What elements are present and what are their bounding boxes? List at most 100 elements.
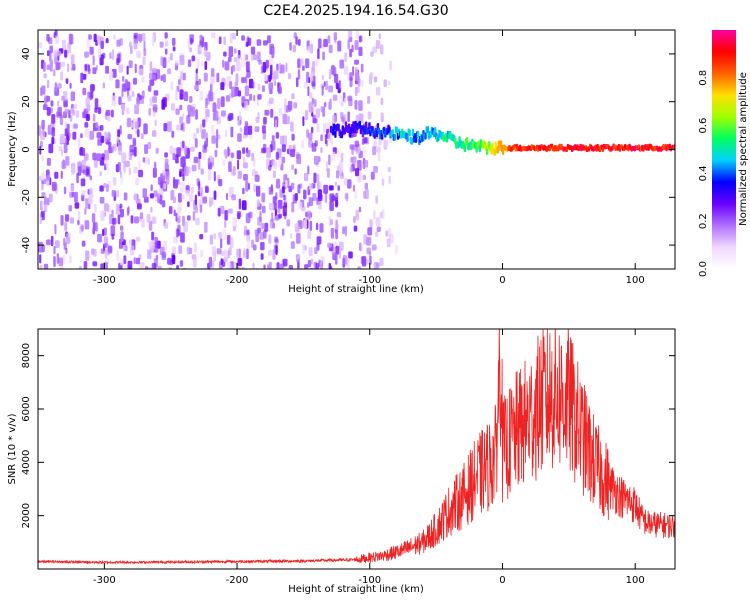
spectrogram-noise-cell: [355, 114, 359, 123]
spectrogram-signal-cell: [368, 122, 371, 130]
spectrogram-noise-cell: [164, 158, 169, 165]
spectrogram-noise-cell: [292, 44, 296, 53]
spectrogram-noise-cell: [41, 85, 46, 95]
spectrogram-noise-cell: [171, 255, 176, 262]
spectrogram-noise-cell: [133, 139, 137, 146]
spectrogram-noise-cell: [172, 153, 176, 161]
spectrogram-noise-cell: [189, 47, 192, 53]
spectrogram-noise-cell: [80, 72, 84, 84]
spectrogram-noise-cell: [257, 94, 262, 100]
spectrogram-noise-cell: [310, 73, 314, 82]
spectrogram-noise-cell: [381, 178, 385, 186]
spectrogram-noise-cell: [69, 217, 75, 224]
spectrogram-noise-cell: [84, 220, 90, 230]
spectrogram-noise-cell: [234, 57, 237, 63]
spectrogram-noise-cell: [252, 169, 256, 176]
spectrogram-noise-cell: [86, 104, 91, 112]
spectrogram-noise-cell: [187, 59, 192, 67]
spectrogram-noise-cell: [75, 110, 80, 118]
spectrogram-noise-cell: [254, 126, 260, 132]
spectrogram-noise-cell: [377, 152, 381, 162]
spectrogram-noise-cell: [168, 206, 173, 214]
spectrogram-noise-cell: [293, 102, 298, 109]
spectrogram-noise-cell: [323, 122, 327, 132]
spectrogram-noise-cell: [195, 217, 200, 226]
spectrogram-noise-cell: [63, 238, 66, 246]
spectrogram-noise-cell: [82, 87, 87, 96]
spectrogram-noise-cell: [245, 75, 248, 84]
spectrogram-noise-cell: [356, 30, 359, 40]
spectrogram-noise-cell: [229, 32, 233, 44]
spectrogram-signal-cell: [501, 147, 505, 155]
spectrogram-noise-cell: [139, 68, 144, 76]
spectrogram-noise-cell: [176, 228, 179, 238]
spectrogram-noise-cell: [99, 185, 104, 192]
spectrogram-noise-cell: [261, 85, 265, 93]
spectrogram-noise-cell: [224, 249, 227, 258]
spectrogram-noise-cell: [211, 32, 216, 39]
spectrogram-noise-cell: [267, 35, 271, 44]
spectrogram-noise-cell: [328, 44, 333, 54]
spectrogram-noise-cell: [357, 159, 362, 171]
spectrogram-noise-cell: [61, 39, 66, 51]
spectrogram-noise-cell: [147, 142, 152, 150]
spectrogram-noise-cell: [343, 66, 349, 75]
spectrogram-noise-cell: [141, 218, 145, 228]
spectrogram-noise-cell: [259, 232, 264, 240]
spectrogram-noise-cell: [338, 162, 343, 173]
spectrogram-noise-cell: [51, 181, 57, 192]
spectrogram-noise-cell: [191, 254, 197, 260]
spectrogram-noise-cell: [307, 230, 312, 239]
spectrogram-noise-cell: [166, 176, 170, 185]
spectrogram-noise-cell: [165, 40, 169, 47]
spectrogram-noise-cell: [271, 212, 274, 223]
spectrogram-noise-cell: [122, 152, 126, 160]
spectrogram-noise-cell: [339, 241, 344, 251]
spectrogram-noise-cell: [209, 234, 214, 245]
spectrogram-noise-cell: [67, 63, 70, 73]
spectrogram-noise-cell: [317, 180, 320, 190]
spectrogram-noise-cell: [376, 226, 381, 232]
spectrogram-noise-cell: [97, 138, 103, 146]
spectrogram-noise-cell: [221, 110, 226, 117]
spectrogram-noise-cell: [211, 124, 215, 134]
spectrogram-noise-cell: [123, 192, 128, 201]
spectrogram-noise-cell: [371, 244, 377, 251]
spectrogram-noise-cell: [274, 80, 277, 86]
spectrogram-noise-cell: [175, 89, 178, 101]
spectrogram-noise-cell: [277, 86, 282, 95]
spectrogram-noise-cell: [227, 146, 230, 157]
spectrogram-noise-cell: [125, 160, 130, 168]
spectrogram-noise-cell: [380, 112, 384, 123]
spectrogram-noise-cell: [222, 229, 227, 240]
y-tick-label: 40: [21, 48, 32, 61]
spectrogram-noise-cell: [97, 48, 102, 58]
spectrogram-noise-cell: [388, 80, 391, 86]
spectrogram-noise-cell: [223, 36, 226, 45]
spectrogram-noise-cell: [113, 34, 116, 41]
spectrogram-noise-cell: [154, 236, 158, 248]
spectrogram-noise-cell: [353, 225, 358, 232]
spectrogram-noise-cell: [94, 98, 99, 110]
spectrogram-noise-cell: [286, 105, 291, 113]
spectrogram-noise-cell: [78, 265, 82, 269]
spectrogram-noise-cell: [231, 86, 236, 98]
spectrogram-noise-cell: [241, 35, 245, 41]
spectrogram-noise-cell: [149, 61, 153, 72]
spectrogram-noise-cell: [125, 245, 128, 252]
spectrogram-noise-cell: [85, 250, 90, 261]
spectrogram-noise-cell: [106, 184, 109, 193]
spectrogram-noise-cell: [350, 156, 354, 163]
spectrogram-noise-cell: [143, 196, 149, 203]
spectrogram-noise-cell: [228, 161, 232, 172]
spectrogram-noise-cell: [329, 193, 335, 202]
spectrogram-noise-cell: [208, 169, 212, 181]
spectrogram-noise-cell: [304, 264, 309, 269]
spectrogram-noise-cell: [198, 78, 201, 85]
spectrogram-noise-cell: [102, 82, 105, 89]
spectrogram-noise-cell: [254, 174, 260, 182]
spectrogram-noise-cell: [318, 194, 323, 202]
spectrogram-noise-cell: [182, 113, 185, 120]
spectrogram-noise-cell: [55, 240, 60, 248]
spectrogram-noise-cell: [353, 216, 356, 224]
